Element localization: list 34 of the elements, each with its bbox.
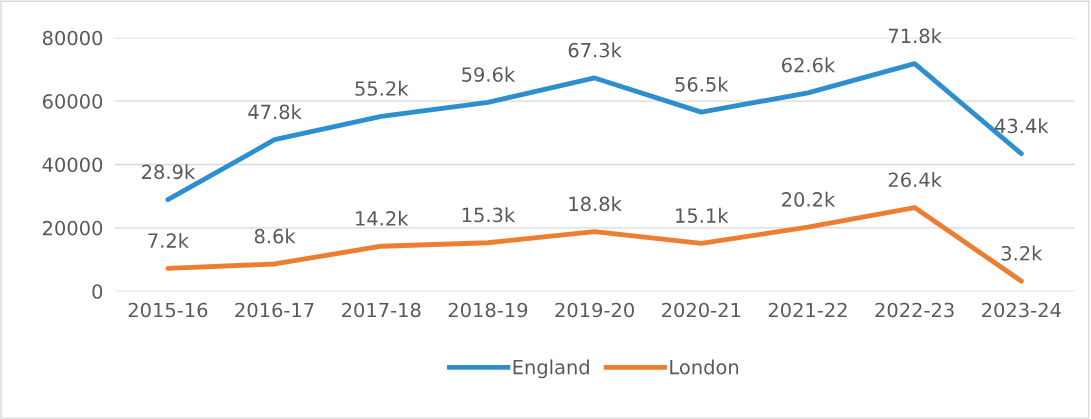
legend-label: England (513, 359, 589, 379)
y-tick-label: 40000 (42, 157, 103, 173)
y-tick-label: 20000 (43, 220, 103, 236)
x-tick-label: 2022-23 (875, 302, 954, 318)
x-tick-label: 2018-19 (448, 302, 528, 318)
data-label: 47.8k (248, 104, 302, 120)
data-label: 43.4k (994, 118, 1049, 134)
data-label: 28.9k (142, 164, 196, 180)
y-tick-label: 60000 (42, 94, 103, 109)
data-label: 55.2k (355, 80, 409, 96)
data-label: 14.2k (356, 210, 409, 226)
data-label: 3.2k (1001, 245, 1043, 261)
x-tick-label: 2019-20 (555, 302, 634, 318)
data-label: 20.2k (782, 191, 836, 207)
data-label: 15.1k (676, 207, 729, 223)
data-label: 26.4k (888, 172, 942, 188)
x-tick-label: 2023-24 (982, 302, 1061, 318)
data-label: 18.8k (569, 196, 622, 212)
data-label: 59.6k (462, 66, 516, 82)
x-tick-label: 2021-22 (768, 302, 847, 318)
data-label: 56.5k (675, 76, 729, 92)
x-tick-label: 2015-16 (128, 302, 208, 318)
data-label: 62.6k (782, 57, 836, 73)
y-tick-label: 0 (92, 284, 103, 299)
x-tick-label: 2016-17 (235, 302, 314, 318)
x-tick-label: 2017-18 (342, 302, 421, 318)
data-label: 67.3k (568, 42, 622, 58)
data-label: 7.2k (148, 232, 189, 248)
x-tick-label: 2020-21 (662, 302, 741, 318)
data-label: 71.8k (888, 28, 942, 44)
data-label: 15.3k (462, 207, 516, 223)
legend-label: London (670, 359, 739, 375)
data-label: 8.6k (254, 228, 296, 244)
y-tick-label: 80000 (42, 30, 103, 46)
